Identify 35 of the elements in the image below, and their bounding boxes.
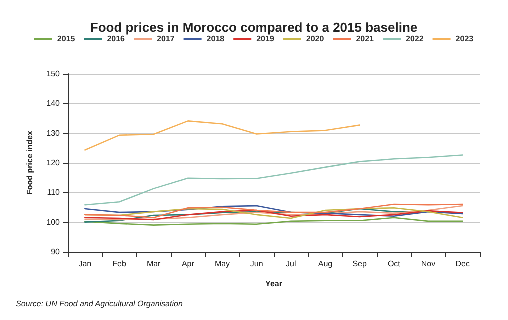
legend-label: 2019	[256, 34, 275, 44]
chart-title: Food prices in Morocco compared to a 2015 baseline	[90, 20, 418, 35]
y-tick-label: 110	[47, 188, 61, 198]
y-tick-label: 150	[46, 70, 61, 78]
line-series	[84, 120, 360, 151]
y-tick-label: 120	[46, 158, 61, 168]
x-tick-label: Nov	[421, 260, 436, 268]
legend-label: 2022	[406, 34, 424, 44]
y-axis-title: Food price index	[26, 130, 34, 196]
y-tick-label: 90	[51, 248, 61, 256]
x-tick-label: Jan	[78, 260, 92, 268]
x-tick-label: Oct	[388, 260, 402, 268]
legend-label: 2023	[456, 34, 474, 44]
legend-label: 2020	[306, 34, 325, 44]
x-tick-label: Mar	[146, 260, 162, 268]
legend-label: 2017	[157, 34, 176, 44]
x-tick-label: Sep	[352, 260, 368, 268]
legend-label: 2015	[57, 34, 76, 44]
y-tick-label: 130	[46, 128, 61, 138]
x-tick-label: Aug	[318, 260, 333, 268]
y-tick-label: 100	[46, 218, 61, 227]
x-tick-label: Dec	[456, 260, 470, 268]
legend-label: 2018	[206, 34, 226, 44]
x-tick-label: Apr	[182, 260, 195, 268]
legend-label: 2016	[107, 34, 126, 44]
x-tick-label: Jul	[286, 260, 296, 268]
y-tick-label: 140	[46, 99, 61, 108]
x-axis-title: Year	[266, 280, 282, 288]
line-series	[84, 154, 464, 206]
line-series	[84, 217, 464, 226]
x-tick-label: Feb	[112, 260, 127, 268]
source-note: Source: UN Food and Agricultural Organisation	[16, 300, 184, 308]
legend-label: 2021	[356, 34, 375, 44]
x-tick-label: May	[214, 260, 230, 268]
x-tick-label: Jun	[250, 260, 264, 268]
